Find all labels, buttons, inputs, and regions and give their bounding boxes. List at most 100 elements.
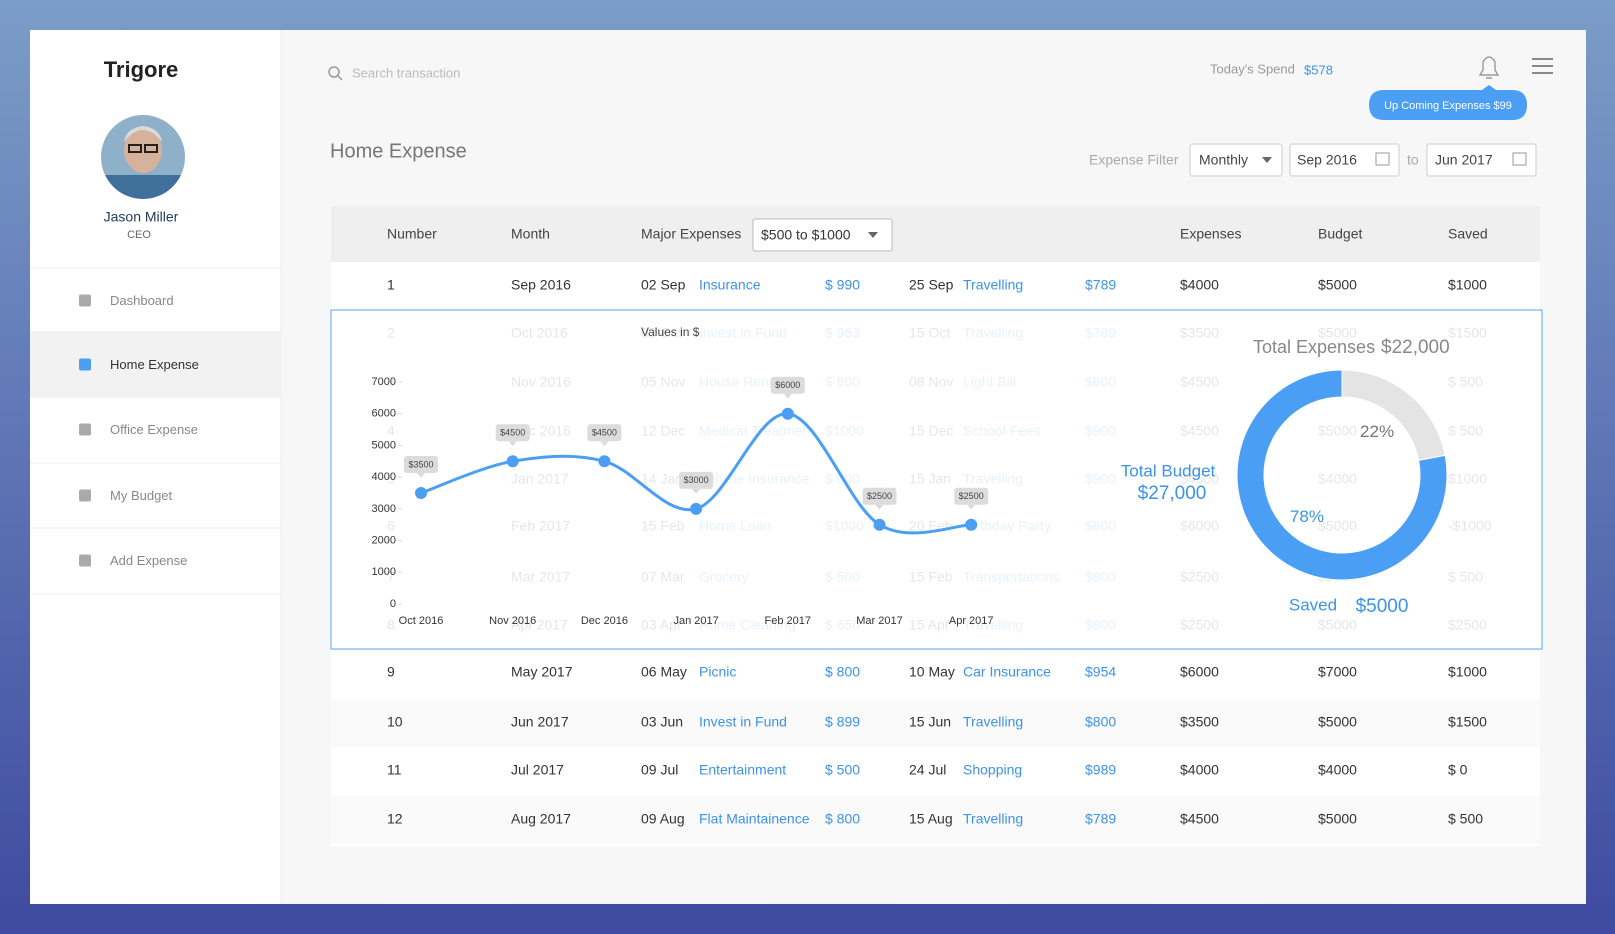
nav-icon: [79, 489, 91, 502]
period-select[interactable]: [1189, 143, 1283, 177]
table-cell: 09 Aug: [641, 811, 685, 827]
data-point: [781, 407, 794, 420]
table-cell: Sep 2016: [511, 277, 571, 293]
range-select-value[interactable]: $500 to $1000: [761, 227, 851, 243]
to-date-value[interactable]: Jun 2017: [1435, 152, 1493, 168]
table-cell: 25 Sep: [909, 277, 954, 293]
table-cell: $ 500: [825, 762, 860, 778]
x-tick-label: Oct 2016: [399, 615, 444, 627]
filter-label: Expense Filter: [1089, 152, 1179, 168]
nav-item[interactable]: Office Expense: [110, 422, 198, 437]
avatar-ring: [99, 113, 187, 201]
table-cell: $6000: [1180, 664, 1219, 680]
row-bg: [331, 796, 1540, 844]
table-cell: $7000: [1318, 664, 1357, 680]
x-tick-label: Feb 2017: [765, 615, 811, 627]
table-cell: $4000: [1318, 762, 1357, 778]
y-tick-label: 0: [390, 598, 396, 610]
header-cell: Expenses: [1180, 226, 1241, 242]
chart-subtitle: Values in $: [641, 325, 700, 339]
table-cell: $4500: [1180, 811, 1219, 827]
table-cell: $ 500: [1448, 811, 1483, 827]
table-cell: 06 May: [641, 664, 687, 680]
saved-label: Saved: [1289, 595, 1337, 614]
range-select[interactable]: [752, 218, 893, 252]
data-point: [506, 455, 519, 468]
period-value[interactable]: Monthly: [1199, 152, 1248, 168]
table-cell: 10 May: [909, 664, 955, 680]
menu-icon[interactable]: [1532, 58, 1553, 74]
user-role: CEO: [127, 229, 151, 241]
table-cell[interactable]: Shopping: [963, 762, 1022, 778]
value-label: $4500: [500, 428, 525, 438]
value-label-pointer: [967, 504, 976, 510]
table-cell: $4000: [1180, 762, 1219, 778]
dropdown-arrow: [1262, 157, 1272, 163]
y-tick-label: 4000: [372, 471, 396, 483]
table-cell: 12: [387, 811, 403, 827]
nav-icon: [79, 294, 91, 307]
x-tick-label: Nov 2016: [489, 615, 536, 627]
brand: Trigore: [104, 57, 179, 82]
table-cell[interactable]: Flat Maintainence: [699, 811, 810, 827]
table-cell: 02 Sep: [641, 277, 686, 293]
total-expenses-label: Total Expenses: [1253, 337, 1375, 357]
data-point: [873, 518, 886, 531]
y-tick-label: 5000: [372, 439, 396, 451]
bell-icon[interactable]: [1478, 56, 1500, 79]
nav-active-bg: [30, 332, 281, 397]
to-date[interactable]: [1426, 143, 1537, 177]
table-cell[interactable]: Car Insurance: [963, 664, 1051, 680]
nav-item[interactable]: My Budget: [110, 488, 173, 503]
table-cell: $1000: [1448, 277, 1487, 293]
nav-item[interactable]: Dashboard: [110, 293, 174, 308]
value-label-pointer: [600, 441, 609, 447]
table-cell: $1000: [1448, 664, 1487, 680]
table-cell: Jul 2017: [511, 762, 564, 778]
header-cell: Budget: [1318, 226, 1362, 242]
table-cell[interactable]: Travelling: [963, 714, 1023, 730]
nav-item[interactable]: Add Expense: [110, 553, 187, 568]
value-label: $2500: [959, 491, 984, 501]
notification-pill[interactable]: [1369, 85, 1527, 120]
data-point: [415, 487, 427, 499]
value-label-bg: [770, 376, 805, 394]
table-cell: $989: [1085, 762, 1116, 778]
table-cell: Aug 2017: [511, 811, 571, 827]
table-cell[interactable]: Entertainment: [699, 762, 786, 778]
nav-item[interactable]: Home Expense: [110, 357, 199, 372]
table-cell: $ 990: [825, 277, 860, 293]
value-label: $3000: [684, 475, 709, 485]
search-icon-handle: [337, 75, 343, 81]
table-cell: 09 Jul: [641, 762, 678, 778]
header-cell: Month: [511, 226, 550, 242]
table-cell[interactable]: Travelling: [963, 277, 1023, 293]
table-cell[interactable]: Invest in Fund: [699, 714, 787, 730]
value-label: $3500: [408, 459, 433, 469]
data-point: [690, 502, 703, 515]
x-tick-label: Dec 2016: [581, 615, 628, 627]
table-cell[interactable]: Travelling: [963, 811, 1023, 827]
search-icon: [328, 66, 340, 78]
search-input[interactable]: Search transaction: [352, 65, 460, 80]
total-expenses-value: $22,000: [1381, 337, 1450, 358]
to-label: to: [1407, 152, 1419, 168]
from-date-value[interactable]: Sep 2016: [1297, 152, 1357, 168]
table-cell: $1500: [1448, 714, 1487, 730]
table-cell[interactable]: Picnic: [699, 664, 736, 680]
x-tick-label: Apr 2017: [949, 615, 994, 627]
value-label-pointer: [508, 441, 517, 447]
table-cell[interactable]: Insurance: [699, 277, 761, 293]
value-label-bg: [587, 424, 622, 442]
page-title: Home Expense: [330, 140, 467, 162]
chart-overlay: [330, 309, 1543, 650]
value-label-pointer: [692, 488, 701, 494]
notification-text[interactable]: Up Coming Expenses $99: [1384, 100, 1512, 112]
table-cell: 24 Jul: [909, 762, 946, 778]
charts: 0 1000 2000 3000 4000 5000 6000 7000 $3500 Oct 20…: [372, 337, 1450, 627]
table-cell: 9: [387, 664, 395, 680]
from-date[interactable]: [1289, 143, 1400, 177]
table-cell: $954: [1085, 664, 1116, 680]
value-label-bg: [404, 456, 438, 473]
slice-label: 78%: [1290, 507, 1324, 526]
